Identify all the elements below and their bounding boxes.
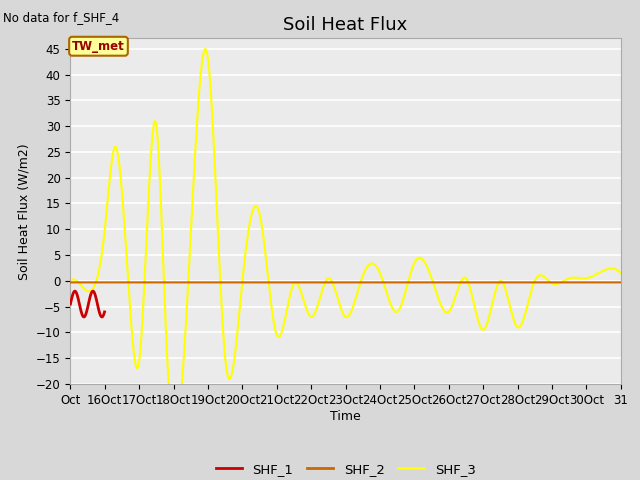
Y-axis label: Soil Heat Flux (W/m2): Soil Heat Flux (W/m2) [17, 143, 30, 279]
Legend: SHF_1, SHF_2, SHF_3: SHF_1, SHF_2, SHF_3 [211, 457, 481, 480]
X-axis label: Time: Time [330, 409, 361, 422]
Text: No data for f_SHF_4: No data for f_SHF_4 [3, 11, 120, 24]
Title: Soil Heat Flux: Soil Heat Flux [284, 16, 408, 34]
Text: TW_met: TW_met [72, 40, 125, 53]
